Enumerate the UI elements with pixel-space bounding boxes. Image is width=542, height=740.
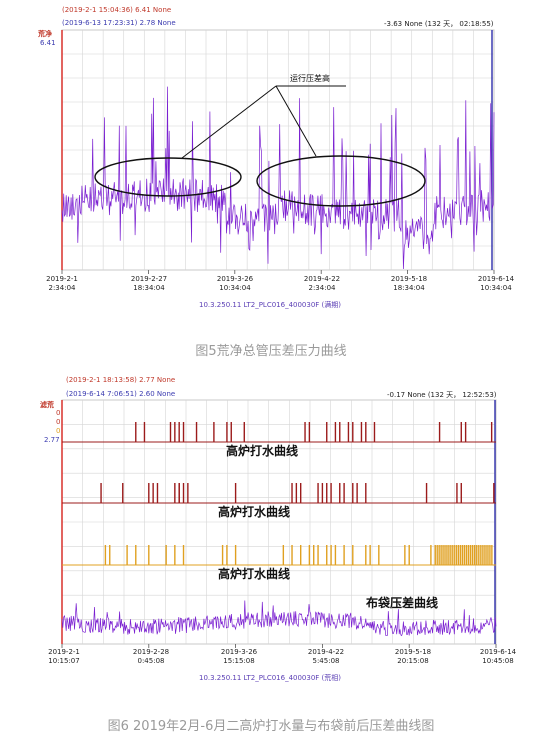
chart2-source-label: 10.3.250.11 LT2_PLC016_400030F (荒相) xyxy=(199,674,341,682)
chart1-series-line xyxy=(61,86,495,270)
chart2-annotation-4: 布袋压差曲线 xyxy=(366,596,439,610)
chart2-xtick-3: 2019-4-22 5:45:08 xyxy=(307,648,345,665)
chart2-cursor-end: (2019-6-14 7:06:51) 2.60 None xyxy=(66,390,176,398)
chart2-y-value: 2.77 xyxy=(44,436,60,444)
chart1-xtick-0: 2019-2-1 2:34:04 xyxy=(46,275,78,292)
chart2-xtick-5: 2019-6-14 10:45:08 xyxy=(479,648,517,665)
chart1-plot-area xyxy=(61,29,495,274)
chart2-annotation-3: 高炉打水曲线 xyxy=(218,567,291,581)
chart2-xtick-4: 2019-5-18 20:15:08 xyxy=(394,648,432,665)
chart1-source-label: 10.3.250.11 LT2_PLC016_400030F (满期) xyxy=(199,301,341,309)
chart1-xtick-2: 2019-3-26 10:34:04 xyxy=(216,275,254,292)
chart2-y-tag-2: 0 xyxy=(56,418,61,426)
chart2-plot-area xyxy=(61,399,497,648)
chart2-y-tag-1: 0 xyxy=(56,409,61,417)
chart1-pointer-line-2 xyxy=(275,85,317,157)
chart1-annotation: 运行压差高 xyxy=(290,74,330,83)
chart1-xtick-5: 2019-6-14 10:34:04 xyxy=(477,275,515,292)
chart2-caption: 图6 2019年2月-6月二高炉打水量与布袋前后压差曲线图 xyxy=(107,719,435,734)
chart2-y-tag-0: 滤荒 xyxy=(40,401,54,409)
chart1-highlight-ellipse-2 xyxy=(256,155,426,207)
chart2-y-tag-3: 0 xyxy=(56,427,61,435)
chart1-delta-readout: -3.63 None (132 天， 02:18:55) xyxy=(384,20,494,28)
chart1-pointer-line-1 xyxy=(181,85,277,159)
chart1-y-tag: 荒净 xyxy=(38,30,52,38)
chart1-y-value: 6.41 xyxy=(40,39,56,47)
chart1-highlight-ellipse-1 xyxy=(94,157,242,197)
chart1-xtick-4: 2019-5-18 18:34:04 xyxy=(390,275,428,292)
chart1-xtick-1: 2019-2-27 18:34:04 xyxy=(130,275,168,292)
chart2-cursor-start: (2019-2-1 18:13:58) 2.77 None xyxy=(66,376,176,384)
chart2-xtick-2: 2019-3-26 15:15:08 xyxy=(220,648,258,665)
chart1-caption: 图5荒净总管压差压力曲线 xyxy=(195,344,347,359)
chart2-xtick-1: 2019-2-28 0:45:08 xyxy=(132,648,170,665)
chart2-delta-readout: -0.17 None (132 天， 12:52:53) xyxy=(387,391,497,399)
chart2-annotation-2: 高炉打水曲线 xyxy=(218,505,291,519)
chart2-annotation-1: 高炉打水曲线 xyxy=(226,444,299,458)
chart1-xtick-3: 2019-4-22 2:34:04 xyxy=(303,275,341,292)
chart2-xtick-0: 2019-2-1 10:15:07 xyxy=(48,648,80,665)
chart2-row4-series-line xyxy=(61,600,497,637)
chart1-cursor-end: (2019-6-13 17:23:31) 2.78 None xyxy=(62,19,176,27)
chart1-cursor-start: (2019-2-1 15:04:36) 6.41 None xyxy=(62,6,172,14)
